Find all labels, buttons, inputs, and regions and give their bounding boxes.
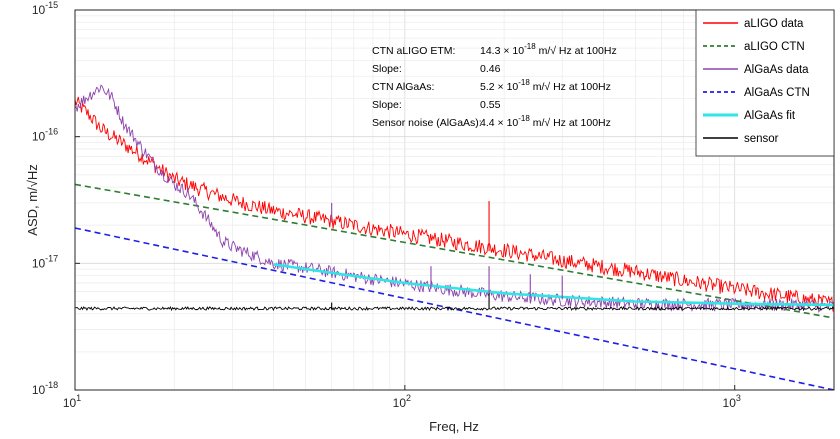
annotation-value: 0.55 — [480, 99, 501, 111]
y-tick-label: 10-17 — [32, 253, 58, 270]
legend-label: sensor — [744, 133, 779, 145]
x-axis-label: Freq, Hz — [429, 419, 479, 434]
series-algaas-fit — [273, 263, 834, 307]
annotation-value: 4.4 × 10-18 m/√ Hz at 100Hz — [480, 114, 611, 129]
plot-frame — [74, 9, 835, 391]
x-tick-label: 101 — [63, 393, 81, 410]
legend-label: AlGaAs data — [744, 64, 809, 76]
annotation-value: 0.46 — [480, 63, 501, 75]
annotation-label: Slope: — [372, 63, 402, 75]
series-aligo-data — [75, 96, 834, 312]
annotation-label: CTN AlGaAs: — [372, 81, 434, 93]
legend-label: aLIGO data — [744, 18, 804, 30]
series-sensor — [75, 305, 834, 312]
legend-label: AlGaAs fit — [744, 110, 796, 122]
annotation-label: Slope: — [372, 99, 402, 111]
legend-box — [695, 9, 835, 157]
x-tick-label: 102 — [393, 393, 411, 410]
series-algaas-data — [75, 84, 834, 313]
legend: aLIGO data aLIGO CTN AlGaAs data AlGaAs CTN… — [695, 9, 835, 157]
y-tick-label: 10-16 — [32, 127, 58, 144]
y-tick-label: 10-15 — [32, 0, 58, 17]
series-layer — [75, 84, 834, 390]
legend-label: aLIGO CTN — [744, 41, 805, 53]
y-axis-label: ASD, m/√Hz — [25, 164, 40, 235]
tick-marks: 101 102 103 10-18 10-17 10-16 10-15 — [32, 0, 741, 410]
annotation-value: 5.2 × 10-18 m/√ Hz at 100Hz — [480, 78, 611, 93]
legend-label: AlGaAs CTN — [744, 87, 810, 99]
series-aligo-ctn — [75, 183, 834, 319]
annotation-value: 14.3 × 10-18 m/√ Hz at 100Hz — [480, 42, 617, 57]
x-tick-label: 103 — [723, 393, 741, 410]
annotation-label: CTN aLIGO ETM: — [372, 45, 455, 57]
annotation-label: Sensor noise (AlGaAs): — [372, 117, 482, 129]
annotation-block: CTN aLIGO ETM: 14.3 × 10-18 m/√ Hz at 100… — [372, 42, 617, 129]
y-tick-label: 10-18 — [32, 380, 58, 397]
